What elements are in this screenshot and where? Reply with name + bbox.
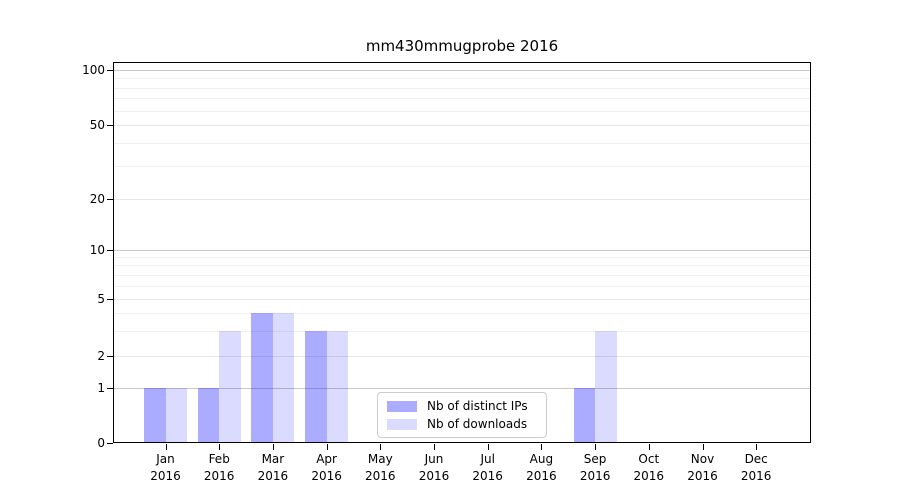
gridline-minor-8 bbox=[114, 265, 810, 267]
x-tick-nov bbox=[702, 444, 704, 450]
x-tick-label-jul: Jul 2016 bbox=[456, 451, 520, 485]
x-tick-label-feb: Feb 2016 bbox=[187, 451, 251, 485]
legend-swatch-distinct-ips bbox=[387, 400, 417, 412]
legend-item-distinct-ips: Nb of distinct IPs bbox=[387, 399, 537, 413]
gridline-minor-30 bbox=[114, 166, 810, 168]
y-tick-20 bbox=[107, 199, 113, 200]
x-tick-sep bbox=[595, 444, 597, 450]
x-tick-jun bbox=[434, 444, 435, 450]
x-tick-year-may: 2016 bbox=[365, 469, 396, 483]
x-tick-may bbox=[380, 444, 382, 450]
x-tick-label-jun: Jun 2016 bbox=[402, 451, 466, 485]
x-tick-label-sep: Sep 2016 bbox=[563, 451, 627, 485]
legend: Nb of distinct IPs Nb of downloads bbox=[377, 392, 547, 438]
gridline-20 bbox=[114, 199, 810, 200]
y-tick-10 bbox=[107, 249, 113, 251]
gridline-minor-80 bbox=[114, 87, 810, 89]
bar-downloads-jan bbox=[165, 387, 187, 443]
x-tick-mar bbox=[272, 444, 274, 450]
legend-swatch-downloads bbox=[387, 418, 417, 430]
legend-label-downloads: Nb of downloads bbox=[427, 417, 528, 431]
y-tick-1 bbox=[107, 387, 113, 389]
bar-distinct-ips-jan bbox=[144, 387, 166, 443]
x-tick-year-aug: 2016 bbox=[526, 469, 557, 483]
x-tick-label-jan: Jan 2016 bbox=[134, 451, 198, 485]
bar-distinct-ips-apr bbox=[305, 330, 327, 443]
x-tick-oct bbox=[648, 444, 650, 450]
chart-title: mm430mmugprobe 2016 bbox=[365, 37, 559, 55]
y-tick-label-5: 5 bbox=[97, 292, 105, 306]
gridline-50 bbox=[114, 125, 810, 126]
gridline-1 bbox=[114, 387, 810, 389]
x-tick-label-apr: Apr 2016 bbox=[295, 451, 359, 485]
gridline-minor-90 bbox=[114, 78, 810, 80]
gridline-minor-40 bbox=[114, 143, 810, 145]
bar-distinct-ips-mar bbox=[251, 312, 273, 443]
x-tick-label-may: May 2016 bbox=[348, 451, 412, 485]
y-tick-label-50: 50 bbox=[89, 118, 105, 132]
x-tick-aug bbox=[541, 444, 543, 450]
x-tick-year-oct: 2016 bbox=[633, 469, 665, 483]
x-tick-label-dec: Dec 2016 bbox=[724, 451, 788, 485]
x-tick-year-jan: 2016 bbox=[150, 469, 181, 483]
x-tick-dec bbox=[756, 444, 758, 450]
x-tick-year-nov: 2016 bbox=[687, 469, 718, 483]
x-tick-year-apr: 2016 bbox=[311, 469, 342, 483]
gridline-minor-70 bbox=[114, 98, 810, 100]
x-tick-year-sep: 2016 bbox=[579, 469, 611, 483]
x-tick-year-feb: 2016 bbox=[203, 469, 235, 483]
x-tick-feb bbox=[219, 444, 221, 450]
bar-downloads-apr bbox=[326, 330, 349, 443]
y-tick-label-20: 20 bbox=[89, 192, 105, 206]
x-tick-jan bbox=[165, 444, 167, 450]
y-tick-label-0: 0 bbox=[97, 436, 105, 450]
x-tick-label-mar: Mar 2016 bbox=[241, 451, 305, 485]
bar-downloads-mar bbox=[272, 312, 295, 443]
gridline-100 bbox=[114, 70, 810, 71]
x-tick-year-jun: 2016 bbox=[418, 469, 450, 483]
x-tick-jul bbox=[487, 444, 489, 450]
bar-distinct-ips-sep bbox=[573, 387, 596, 443]
gridline-2 bbox=[114, 356, 810, 357]
y-tick-2 bbox=[107, 356, 113, 357]
gridline-minor-6 bbox=[114, 285, 810, 287]
x-tick-apr bbox=[326, 444, 328, 450]
x-tick-year-jul: 2016 bbox=[472, 469, 503, 483]
gridline-minor-7 bbox=[114, 274, 810, 276]
y-tick-label-1: 1 bbox=[97, 380, 105, 395]
bar-downloads-sep bbox=[595, 330, 617, 443]
x-tick-year-dec: 2016 bbox=[740, 469, 772, 483]
y-tick-label-100: 100 bbox=[82, 63, 105, 77]
gridline-minor-9 bbox=[114, 257, 810, 259]
bar-distinct-ips-feb bbox=[197, 387, 220, 443]
legend-item-downloads: Nb of downloads bbox=[387, 417, 537, 431]
y-tick-50 bbox=[107, 125, 113, 126]
x-tick-label-nov: Nov 2016 bbox=[671, 451, 735, 485]
y-tick-100 bbox=[107, 70, 113, 71]
gridline-5 bbox=[114, 299, 810, 300]
gridline-10 bbox=[114, 249, 810, 251]
y-tick-label-10: 10 bbox=[89, 242, 105, 257]
plot-frame bbox=[113, 62, 811, 443]
legend-label-distinct-ips: Nb of distinct IPs bbox=[427, 399, 528, 413]
bar-downloads-feb bbox=[219, 330, 241, 443]
y-tick-0 bbox=[107, 443, 113, 444]
x-tick-label-oct: Oct 2016 bbox=[617, 451, 681, 485]
y-tick-5 bbox=[107, 299, 113, 300]
x-tick-label-aug: Aug 2016 bbox=[509, 451, 573, 485]
x-tick-year-mar: 2016 bbox=[257, 469, 289, 483]
gridline-minor-60 bbox=[114, 110, 810, 112]
y-tick-label-2: 2 bbox=[97, 349, 105, 363]
gridline-minor-4 bbox=[114, 312, 810, 314]
gridline-minor-3 bbox=[114, 330, 810, 332]
